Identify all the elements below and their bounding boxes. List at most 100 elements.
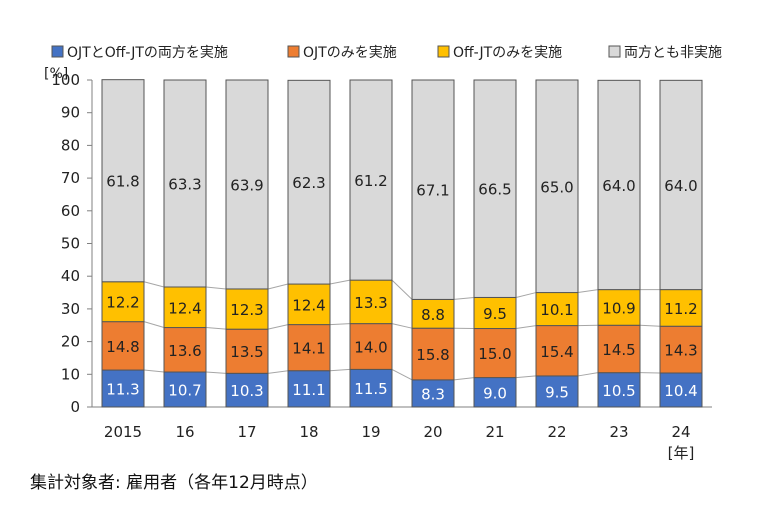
series-connector-line xyxy=(577,372,599,377)
x-tick-label: 21 xyxy=(485,423,504,441)
x-tick-label: 24 xyxy=(671,423,690,441)
series-connector-line xyxy=(143,321,165,329)
x-tick-label: 2015 xyxy=(104,423,142,441)
data-label: 12.3 xyxy=(230,301,263,319)
series-connector-line xyxy=(205,371,227,374)
data-label: 64.0 xyxy=(602,177,635,195)
bar-segment xyxy=(349,79,393,281)
data-label: 8.3 xyxy=(421,385,445,403)
legend-label: Off-JTのみを実施 xyxy=(453,45,562,61)
data-label: 11.3 xyxy=(106,381,139,399)
series-connector-line xyxy=(205,327,227,330)
data-label: 66.5 xyxy=(478,181,511,199)
series-connector-line xyxy=(329,368,351,372)
x-tick-label: 17 xyxy=(237,423,256,441)
series-connector-line xyxy=(515,375,537,379)
data-label: 14.5 xyxy=(602,341,635,359)
series-connector-line xyxy=(143,281,165,288)
bar-segment xyxy=(473,328,517,379)
legend-swatch xyxy=(437,45,450,58)
data-label: 14.1 xyxy=(292,340,325,358)
bar-segment xyxy=(287,324,331,372)
series-connector-line xyxy=(391,368,413,381)
data-label: 13.3 xyxy=(354,294,387,312)
bar-segment xyxy=(225,372,269,408)
series-connector-line xyxy=(453,377,475,381)
data-label: 12.4 xyxy=(168,299,201,317)
y-tick-label: 80 xyxy=(61,136,80,154)
bar-segment xyxy=(287,79,331,285)
bar-segment xyxy=(101,281,145,323)
data-label: 15.4 xyxy=(540,343,573,361)
data-label: 12.4 xyxy=(292,296,325,314)
y-tick-label: 70 xyxy=(61,169,80,187)
y-tick-label: 40 xyxy=(61,267,80,285)
y-tick-label: 0 xyxy=(70,398,80,416)
data-label: 14.3 xyxy=(664,342,697,360)
x-tick-label: 18 xyxy=(299,423,318,441)
bar-segment xyxy=(473,79,517,298)
series-connector-line xyxy=(205,286,227,290)
data-label: 63.3 xyxy=(168,175,201,193)
data-label: 63.9 xyxy=(230,176,263,194)
bar-segment xyxy=(287,370,331,408)
series-connector-line xyxy=(515,292,537,298)
data-label: 11.1 xyxy=(292,381,325,399)
bar-segment xyxy=(349,323,393,370)
bar-segment xyxy=(225,79,269,290)
series-connector-line xyxy=(453,296,475,300)
bar-segment xyxy=(101,369,145,408)
bar-segment xyxy=(101,79,145,283)
bar-segment xyxy=(101,321,145,371)
data-label: 10.1 xyxy=(540,301,573,319)
series-connector-line xyxy=(329,323,351,326)
series-connector-line xyxy=(329,279,351,285)
data-label: 9.0 xyxy=(483,384,507,402)
stacked-bar-chart: 0 10 20 30 40 50 60 70 80 90 100[%] 11.3 14.8 12.2 61.… xyxy=(44,45,722,460)
x-tick-label: 23 xyxy=(609,423,628,441)
bar-segment xyxy=(225,288,269,330)
legend-label: 両方とも非実施 xyxy=(624,45,722,61)
data-label: 14.0 xyxy=(354,339,387,357)
series-connector-line xyxy=(143,369,165,373)
x-axis-unit: [年] xyxy=(668,444,695,460)
bar-segment xyxy=(411,379,455,408)
bar-segment xyxy=(287,283,331,326)
bar-segment xyxy=(659,325,703,374)
x-tick-label: 16 xyxy=(175,423,194,441)
data-label: 10.4 xyxy=(664,382,697,400)
legend-swatch xyxy=(287,45,300,58)
series-connector-line xyxy=(639,324,661,327)
y-axis-unit: [%] xyxy=(44,66,68,82)
data-label: 15.8 xyxy=(416,346,449,364)
y-tick-label: 50 xyxy=(61,235,80,253)
data-label: 13.6 xyxy=(168,342,201,360)
bar-segment xyxy=(225,328,269,374)
bar-segment xyxy=(411,298,455,329)
data-label: 12.2 xyxy=(106,294,139,312)
data-label: 11.2 xyxy=(664,300,697,318)
legend-label: OJTとOff-JTの両方を実施 xyxy=(67,45,228,61)
bar-segment xyxy=(597,324,641,374)
bar-segment xyxy=(535,79,579,294)
series-connector-line xyxy=(267,370,289,374)
bar-segment xyxy=(597,79,641,291)
data-label: 9.5 xyxy=(545,383,569,401)
legend-swatch xyxy=(608,45,621,58)
bar-segment xyxy=(411,327,455,381)
data-label: 61.8 xyxy=(106,173,139,191)
y-tick-label: 20 xyxy=(61,333,80,351)
legend-label: OJTのみを実施 xyxy=(303,45,397,61)
data-label: 67.1 xyxy=(416,182,449,200)
data-label: 62.3 xyxy=(292,174,325,192)
data-label: 13.5 xyxy=(230,343,263,361)
data-label: 11.5 xyxy=(354,380,387,398)
series-connector-line xyxy=(267,324,289,330)
series-connector-line xyxy=(391,323,413,329)
data-label: 10.5 xyxy=(602,382,635,400)
bar-segment xyxy=(163,79,207,288)
bar-segment xyxy=(597,289,641,326)
x-tick-label: 19 xyxy=(361,423,380,441)
legend-swatch xyxy=(51,45,64,58)
data-label: 10.3 xyxy=(230,382,263,400)
